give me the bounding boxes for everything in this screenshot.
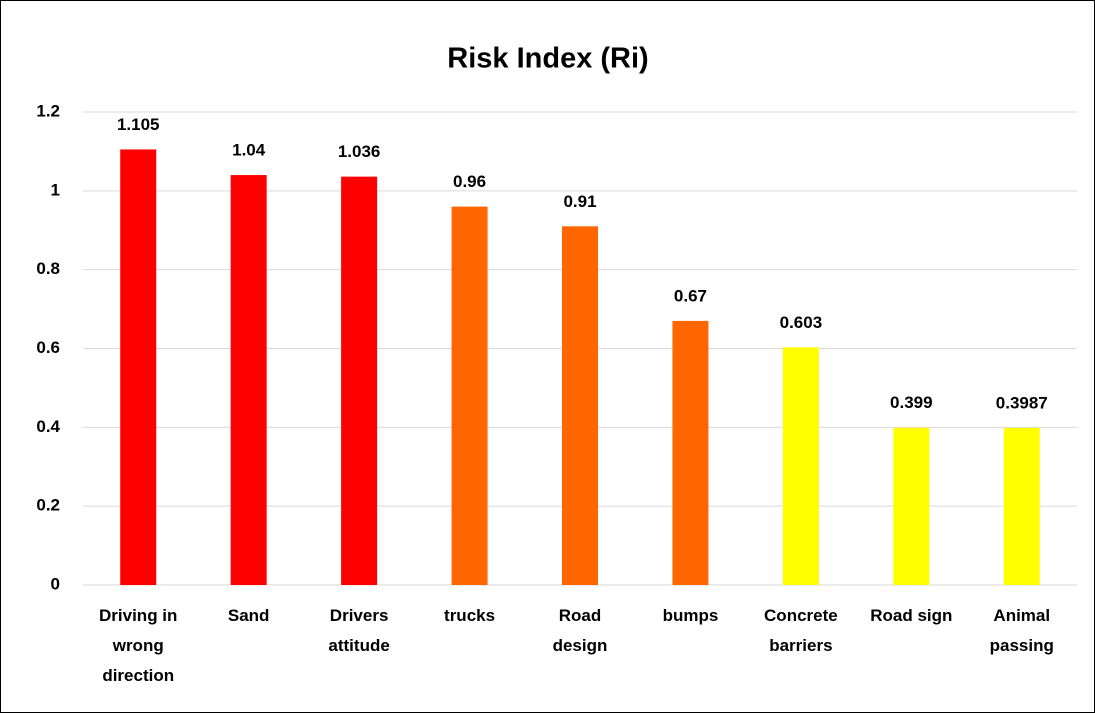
value-label: 0.399 [890, 393, 933, 412]
y-tick-label: 0.8 [36, 259, 60, 278]
x-tick-label: Road design [553, 606, 608, 655]
y-tick-label: 0 [51, 574, 60, 593]
bar [230, 175, 267, 586]
x-tick-label: Sand [228, 606, 270, 625]
value-label: 1.036 [338, 142, 381, 161]
x-tick-label: trucks [444, 606, 495, 625]
bar [1003, 427, 1040, 585]
y-tick-label: 1 [51, 180, 60, 199]
x-tick-label: Animal passing [990, 606, 1054, 655]
x-tick-label: Drivers attitude [328, 606, 389, 655]
value-label: 0.91 [563, 192, 596, 211]
value-label: 1.105 [117, 115, 160, 134]
bar [782, 347, 819, 585]
bar [562, 226, 598, 585]
x-tick-label: Road sign [870, 606, 952, 625]
bar [451, 206, 488, 585]
value-label: 0.3987 [996, 393, 1048, 412]
value-label: 0.603 [780, 313, 823, 332]
bar [120, 149, 157, 585]
value-label: 0.96 [453, 172, 486, 191]
y-tick-label: 0.2 [36, 496, 60, 515]
value-label: 1.04 [232, 141, 266, 160]
x-tick-label: Driving in wrong direction [99, 606, 177, 685]
bar [672, 320, 709, 585]
value-label: 0.67 [674, 286, 707, 305]
y-tick-label: 1.2 [36, 101, 60, 120]
y-tick-label: 0.4 [36, 417, 60, 436]
x-tick-label: bumps [663, 606, 719, 625]
bar [341, 176, 378, 586]
x-tick-label: Concrete barriers [764, 606, 838, 655]
chart-title: Risk Index (Ri) [447, 43, 648, 75]
bar [893, 427, 930, 585]
y-tick-label: 0.6 [36, 338, 60, 357]
